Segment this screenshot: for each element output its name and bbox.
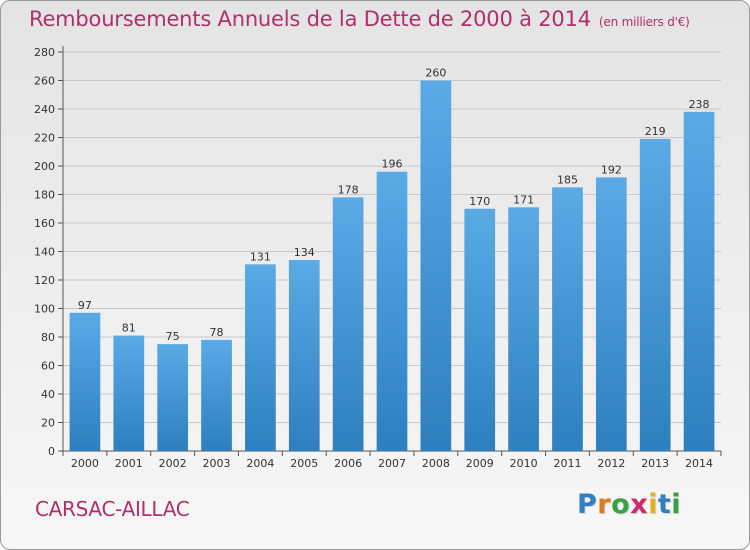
bar	[376, 171, 408, 451]
y-tick-label: 180	[34, 189, 55, 202]
logo-letter: r	[597, 489, 612, 520]
place-name: CARSAC-AILLAC	[35, 497, 190, 521]
x-tick-label: 2001	[115, 457, 143, 470]
x-tick-label: 2004	[246, 457, 274, 470]
bar	[332, 197, 364, 451]
y-tick-label: 100	[34, 303, 55, 316]
logo-letter: i	[671, 489, 682, 520]
bar	[683, 111, 715, 451]
bar	[420, 80, 452, 451]
x-tick-label: 2007	[378, 457, 406, 470]
x-tick-label: 2011	[553, 457, 581, 470]
y-tick-label: 120	[34, 274, 55, 287]
y-tick-label: 220	[34, 132, 55, 145]
chart-subtitle: (en milliers d'€)	[598, 15, 690, 29]
data-label: 185	[557, 173, 578, 186]
y-tick-label: 140	[34, 246, 55, 259]
data-label: 78	[210, 326, 224, 339]
y-tick-label: 280	[34, 46, 55, 59]
data-label: 196	[382, 158, 403, 171]
bar	[288, 260, 320, 451]
logo-letter: P	[577, 489, 598, 520]
logo-letter: o	[611, 489, 631, 520]
chart-title: Remboursements Annuels de la Dette de 20…	[29, 7, 690, 31]
logo-letter: x	[630, 489, 649, 520]
bar	[201, 339, 232, 451]
bar	[157, 344, 189, 451]
x-tick-label: 2002	[159, 457, 187, 470]
logo-letter: t	[657, 489, 672, 520]
data-label: 171	[513, 193, 534, 206]
bars	[69, 80, 715, 452]
x-tick-label: 2005	[290, 457, 318, 470]
y-tick-label: 60	[41, 360, 55, 373]
x-tick-label: 2000	[71, 457, 99, 470]
proxiti-logo: Proxiti	[577, 489, 681, 520]
data-label: 219	[645, 125, 666, 138]
x-tick-label: 2003	[203, 457, 231, 470]
data-label: 81	[122, 322, 136, 335]
bar	[639, 138, 671, 452]
bar	[113, 335, 145, 451]
y-tick-label: 260	[34, 75, 55, 88]
labels: 0 20 40 60 80 100 120 140 160 180 200 220 240 260 280 2…	[34, 46, 713, 470]
logo-letter: i	[648, 489, 658, 520]
data-label: 170	[469, 195, 490, 208]
data-label: 75	[166, 330, 180, 343]
y-tick-label: 0	[48, 445, 55, 458]
data-label: 97	[78, 299, 92, 312]
y-tick-label: 20	[41, 417, 55, 430]
x-tick-label: 2006	[334, 457, 362, 470]
x-tick-label: 2009	[466, 457, 494, 470]
x-tick-label: 2014	[685, 457, 713, 470]
data-label: 192	[601, 163, 622, 176]
x-tick-label: 2012	[597, 457, 625, 470]
bar	[245, 264, 276, 451]
data-label: 260	[425, 67, 446, 80]
y-tick-label: 240	[34, 103, 55, 116]
y-tick-label: 80	[41, 331, 55, 344]
bar	[464, 208, 496, 451]
bar	[595, 177, 627, 451]
bar	[69, 312, 101, 451]
y-tick-label: 200	[34, 160, 55, 173]
x-tick-label: 2010	[510, 457, 538, 470]
data-label: 134	[294, 246, 315, 259]
x-tick-label: 2013	[641, 457, 669, 470]
data-label: 131	[250, 250, 271, 263]
data-label: 178	[338, 183, 359, 196]
y-tick-label: 160	[34, 217, 55, 230]
data-label: 238	[689, 98, 710, 111]
bar	[552, 187, 583, 451]
bar	[508, 207, 539, 451]
y-tick-label: 40	[41, 388, 55, 401]
x-tick-label: 2008	[422, 457, 450, 470]
